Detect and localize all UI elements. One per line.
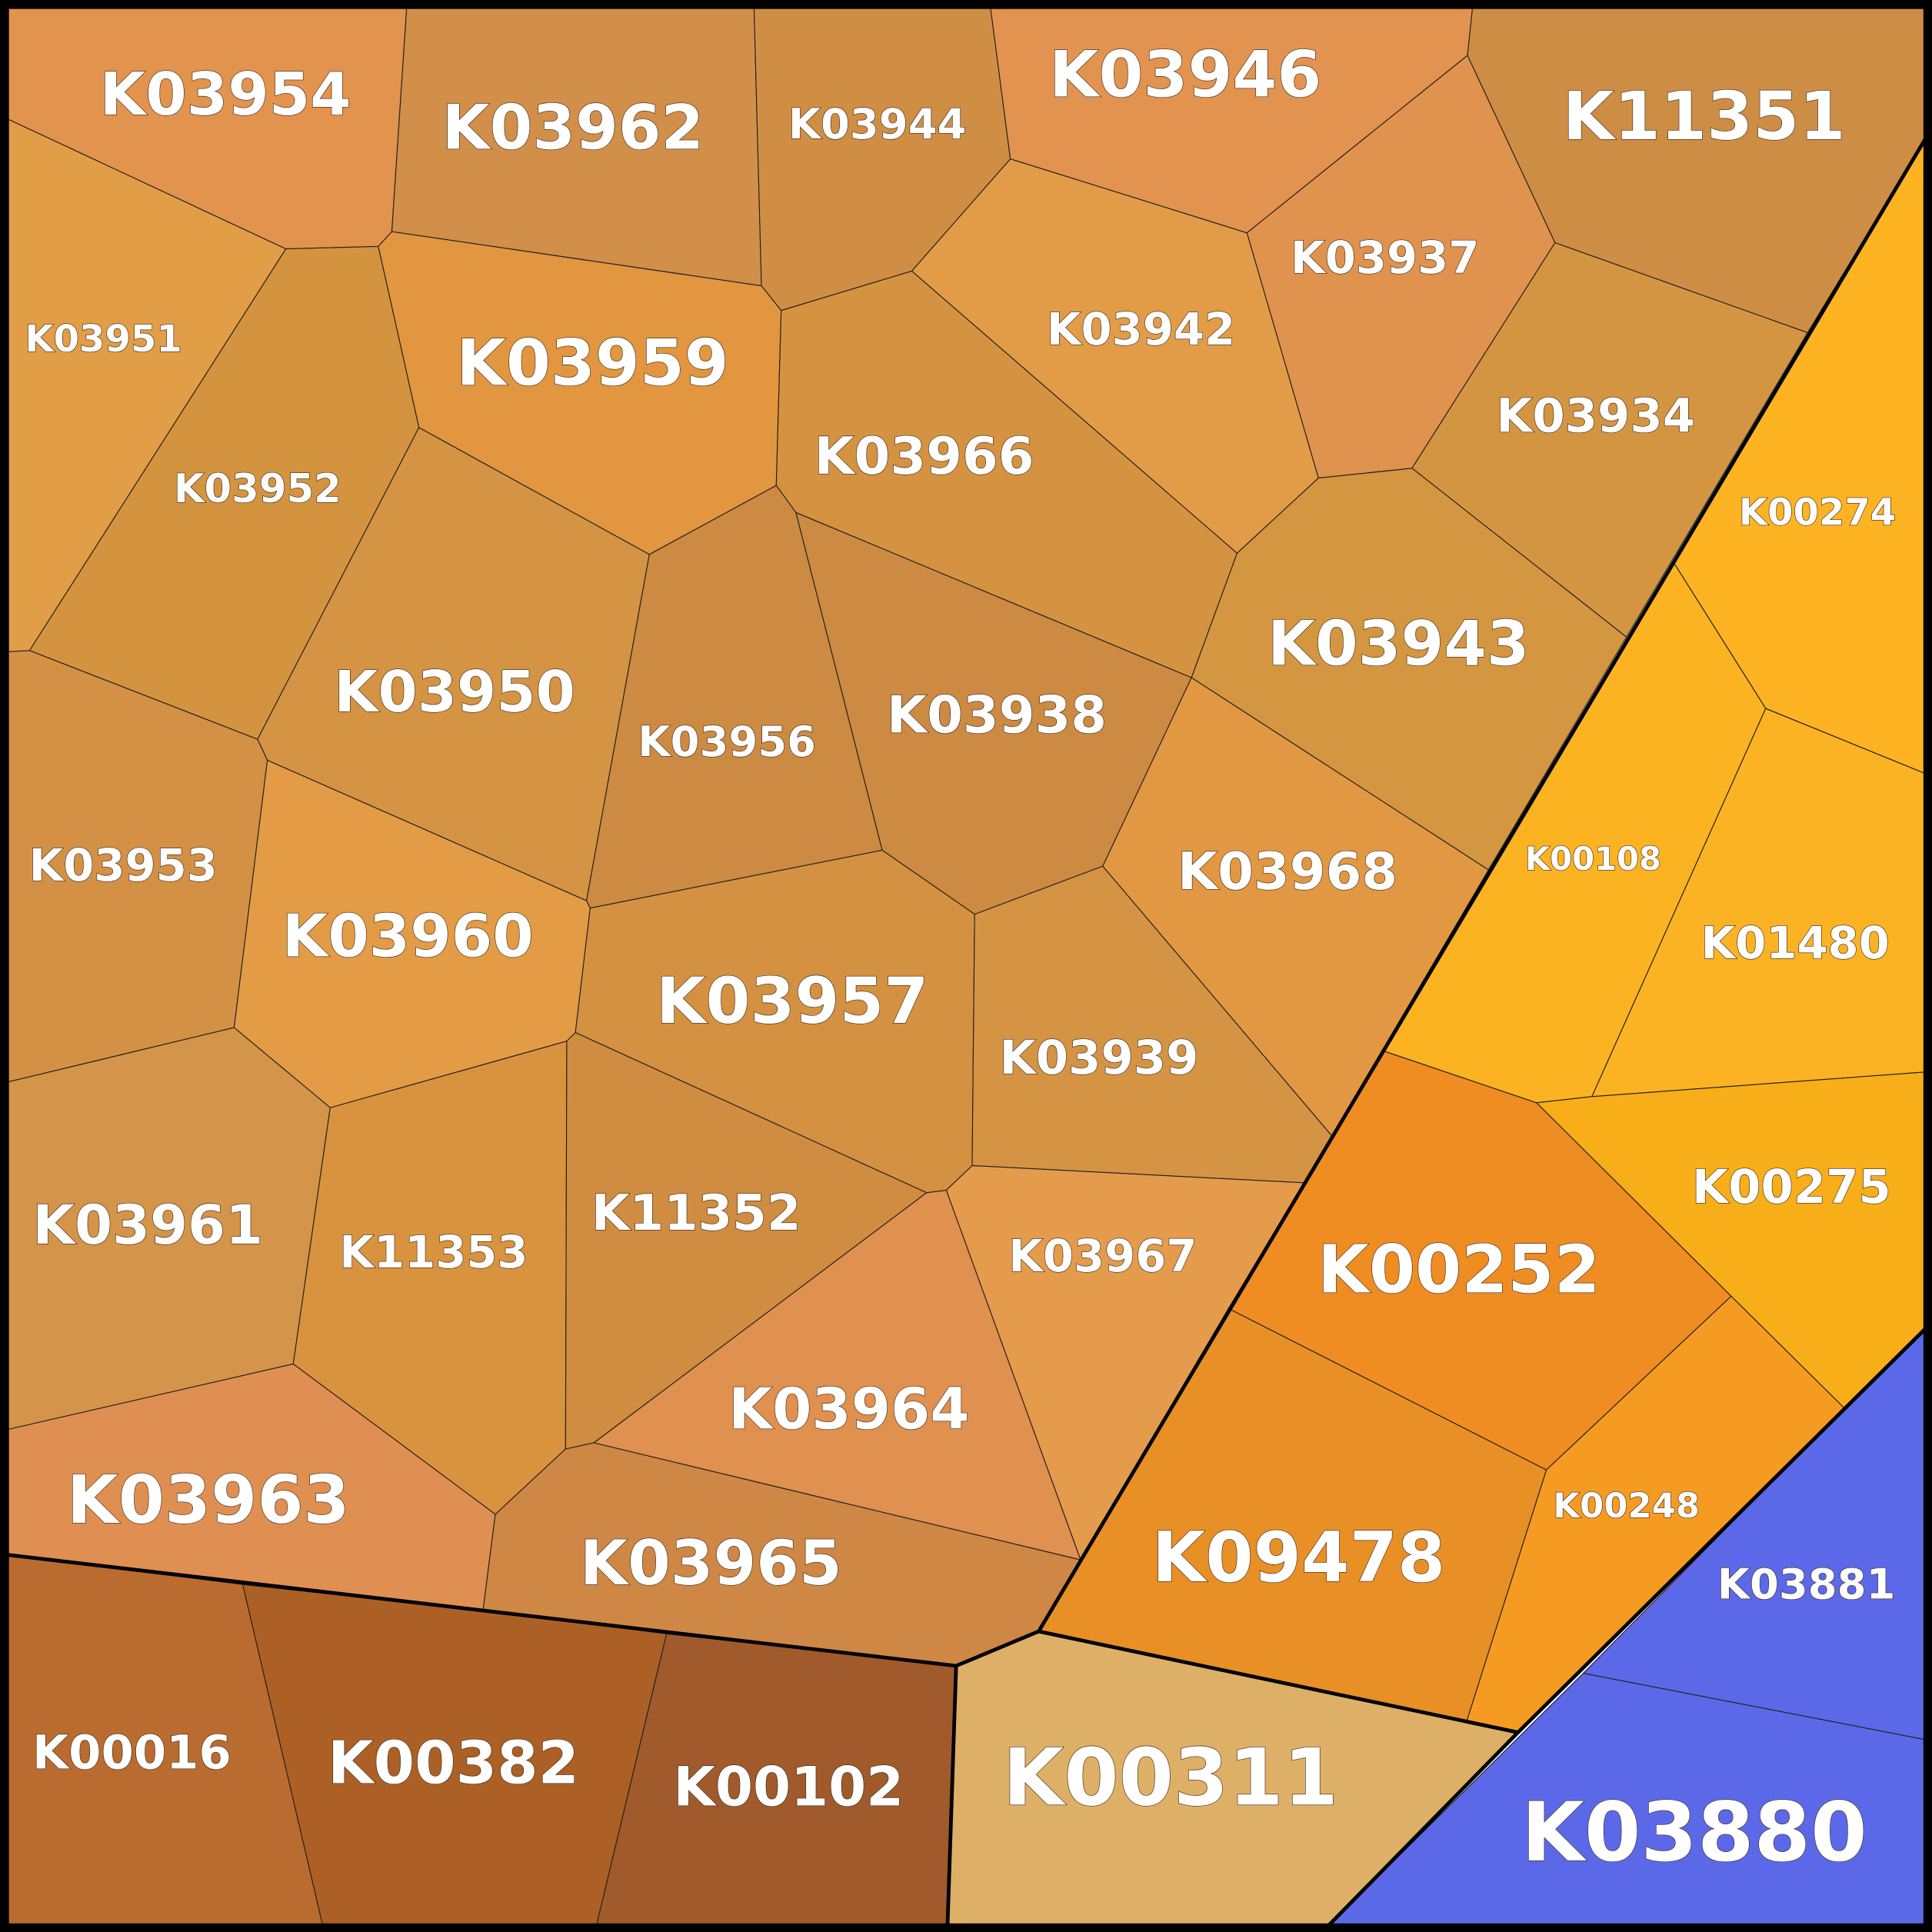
- cell-label: K00248: [1553, 1485, 1700, 1526]
- cell-label: K03966: [814, 426, 1034, 486]
- cell-label: K00274: [1739, 491, 1896, 535]
- group-boundary: [1517, 1327, 1927, 1734]
- cell-label: K00252: [1317, 1231, 1601, 1308]
- cell-label: K03965: [580, 1527, 842, 1599]
- cell-label: K00102: [673, 1755, 904, 1818]
- group-boundaries: [8, 137, 1928, 1927]
- cell-label: K11351: [1563, 78, 1846, 155]
- cell-label: K03952: [174, 466, 341, 512]
- cell-label: K03962: [442, 92, 705, 163]
- cell-label: K03957: [656, 964, 928, 1038]
- cell-label: K03944: [788, 99, 967, 148]
- cell-label: K09478: [1152, 1518, 1446, 1598]
- cell-label: K03964: [728, 1377, 969, 1443]
- cell-label: K03951: [25, 318, 182, 361]
- cell-label: K03961: [32, 1194, 263, 1257]
- cell-label: K03946: [1049, 37, 1321, 112]
- cell-label: K03960: [282, 902, 534, 971]
- cell-label: K03880: [1521, 1785, 1867, 1880]
- cell-label: K03963: [67, 1462, 350, 1539]
- cell-label: K03881: [1717, 1560, 1896, 1609]
- cell-label: K03968: [1178, 841, 1397, 901]
- cell-label: K00311: [1003, 1732, 1338, 1824]
- cell-label: K03934: [1496, 388, 1695, 443]
- cell-label: K00108: [1525, 840, 1661, 878]
- cell-label: K11352: [591, 1185, 801, 1242]
- cell-label: K03956: [638, 717, 816, 766]
- cell-label: K00275: [1692, 1160, 1891, 1214]
- cell-label: K03959: [456, 325, 728, 400]
- cell-label: K03937: [1291, 232, 1479, 284]
- cells: [8, 8, 1927, 1927]
- cell-label: K03950: [334, 660, 575, 725]
- cell-label: K03939: [1000, 1031, 1199, 1085]
- cell-label: K03967: [1008, 1230, 1197, 1282]
- cell-label: K00382: [328, 1729, 579, 1797]
- labels: K03954 K03962 K03944 K03946 K11351 K03937 K039…: [25, 37, 1897, 1880]
- cell-label: K01480: [1701, 917, 1890, 969]
- cell-label: K03953: [29, 839, 218, 891]
- cell-label: K03938: [887, 685, 1107, 745]
- cell-label: K11353: [339, 1226, 528, 1278]
- cell-label: K03954: [100, 61, 351, 129]
- group-boundary: [945, 1665, 958, 1927]
- cell-label: K03942: [1047, 303, 1235, 355]
- group-boundary: [8, 137, 1928, 1668]
- cell-label: K03943: [1267, 608, 1530, 680]
- cell-label: K00016: [32, 1726, 232, 1780]
